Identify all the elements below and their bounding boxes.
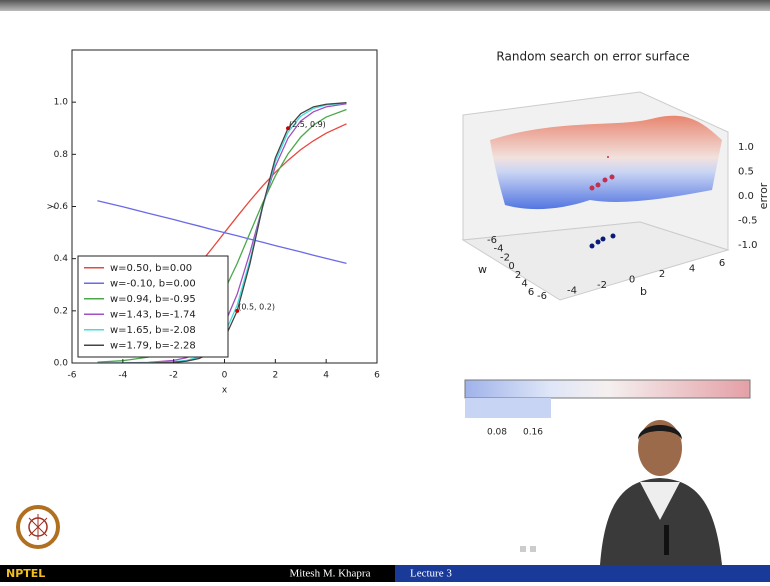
b-tick-label: 4 bbox=[689, 264, 695, 275]
x-tick-label: -2 bbox=[169, 371, 178, 381]
y-tick-label: 0.2 bbox=[54, 306, 68, 316]
footer-logo: NPTEL bbox=[6, 567, 45, 580]
legend-label: w=-0.10, b=0.00 bbox=[110, 278, 196, 289]
legend-label: w=0.94, b=-0.95 bbox=[110, 294, 196, 305]
z-tick-label: -1.0 bbox=[738, 240, 758, 251]
legend-label: w=0.50, b=0.00 bbox=[110, 263, 192, 274]
footer-lecture: Lecture 3 bbox=[410, 568, 452, 580]
y-tick-label: 1.0 bbox=[54, 98, 69, 108]
y-tick-label: 0.8 bbox=[54, 150, 69, 160]
x-tick-label: 4 bbox=[323, 371, 329, 381]
b-tick-label: -2 bbox=[597, 280, 607, 291]
y-tick-label: 0.4 bbox=[54, 254, 69, 264]
surface-title: Random search on error surface bbox=[496, 50, 689, 64]
legend-label: w=1.65, b=-2.08 bbox=[110, 325, 196, 336]
b-tick-label: 0 bbox=[629, 275, 635, 286]
colorbar-tick: 0.16 bbox=[523, 428, 543, 438]
x-tick-label: 2 bbox=[272, 371, 278, 381]
w-axis-label: w bbox=[478, 263, 487, 276]
footer-speaker: Mitesh M. Khapra bbox=[290, 568, 371, 580]
x-tick-label: -6 bbox=[68, 371, 77, 381]
colorbar-tick: 0.08 bbox=[487, 428, 507, 438]
b-tick-label: -6 bbox=[537, 291, 547, 302]
x-tick-label: -4 bbox=[118, 371, 127, 381]
x-tick-label: 0 bbox=[222, 371, 228, 381]
y-tick-label: 0.0 bbox=[54, 359, 69, 369]
z-axis-label: error bbox=[757, 182, 770, 209]
top-bar bbox=[0, 0, 770, 11]
b-tick-label: 6 bbox=[719, 258, 725, 269]
x-tick-label: 6 bbox=[374, 371, 380, 381]
legend-label: w=1.43, b=-1.74 bbox=[110, 309, 196, 320]
x-axis-label: x bbox=[222, 386, 228, 396]
logo bbox=[18, 507, 58, 547]
legend-label: w=1.79, b=-2.28 bbox=[110, 340, 196, 351]
z-tick-label: 0.0 bbox=[738, 191, 754, 202]
colorbar bbox=[465, 380, 750, 398]
b-tick-label: -4 bbox=[567, 286, 577, 297]
b-axis-label: b bbox=[640, 285, 647, 298]
colorbar-lower bbox=[465, 398, 551, 418]
w-tick-label: 4 bbox=[521, 279, 527, 290]
annotation: (2.5, 0.9) bbox=[289, 120, 326, 129]
w-tick-label: 2 bbox=[515, 270, 521, 281]
annotation: (0.5, 0.2) bbox=[238, 302, 275, 311]
b-tick-label: 2 bbox=[659, 269, 665, 280]
z-tick-label: -0.5 bbox=[738, 216, 758, 227]
w-tick-label: 0 bbox=[508, 261, 514, 272]
y-axis-label: y bbox=[46, 203, 56, 209]
w-tick-label: 6 bbox=[528, 287, 534, 298]
y-tick-label: 0.6 bbox=[54, 202, 69, 212]
slide: Random search on error surface error w b… bbox=[0, 0, 770, 582]
z-tick-label: 1.0 bbox=[738, 142, 754, 153]
z-tick-label: 0.5 bbox=[738, 167, 754, 178]
